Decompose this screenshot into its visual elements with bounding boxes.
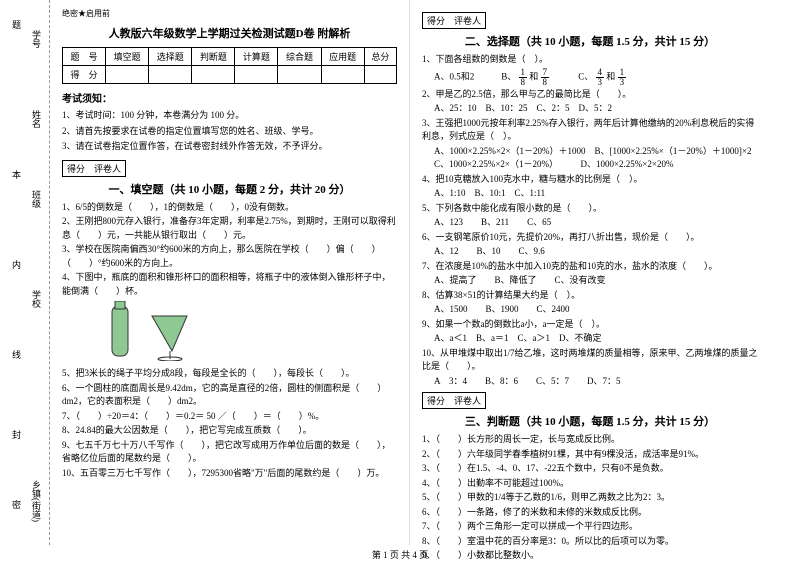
binding-margin: 学号 姓名 班级 学校 乡镇(街道) 题 本 内 线 封 密 — [0, 0, 50, 545]
fraction: 78 — [541, 68, 550, 87]
q: 4、把10克糖放入100克水中，糖与糖水的比例是（ ）。 — [422, 173, 758, 187]
q: 8、估算38×51的计算结果大约是（ ）。 — [422, 289, 758, 303]
binding-mark: 内 — [10, 260, 23, 269]
binding-mark: 封 — [10, 430, 23, 439]
q: 4、下图中，瓶底的面积和锥形杯口的面积相等，将瓶子中的液体倒入锥形杯子中，能倒满… — [62, 271, 397, 298]
opt-c: C、 — [551, 71, 593, 81]
score-table: 题 号 填空题 选择题 判断题 计算题 综合题 应用题 总分 得 分 — [62, 47, 397, 84]
confidential-mark: 绝密★启用前 — [62, 8, 397, 19]
opts: A、123 B、211 C、65 — [422, 216, 758, 230]
section1-title: 一、填空题（共 10 小题，每题 2 分，共计 20 分） — [62, 181, 397, 197]
binding-label: 乡镇(街道) — [30, 480, 43, 522]
th: 应用题 — [321, 48, 364, 66]
q: 9、七五千万七十万八千写作（ ），把它改写成用万作单位后面的数是（ ），省略亿位… — [62, 439, 397, 466]
q: 5、把3米长的绳子平均分成8段，每段是全长的（ ），每段长（ ）。 — [62, 367, 397, 381]
opts: A、提高了 B、降低了 C、没有改变 — [422, 274, 758, 288]
score-cell[interactable] — [278, 66, 321, 84]
score-cell[interactable] — [192, 66, 235, 84]
fraction: 18 — [519, 68, 528, 87]
q: 9、如果一个数a的倒数比a小，a一定是（ ）。 — [422, 318, 758, 332]
th: 填空题 — [106, 48, 149, 66]
th: 总分 — [364, 48, 396, 66]
q: 1、（ ）长方形的周长一定，长与宽成反比例。 — [422, 433, 758, 447]
q: 3、王强把1000元按年利率2.25%存入银行，两年后计算他缴纳的20%利息税后… — [422, 117, 758, 144]
score-cell[interactable] — [235, 66, 278, 84]
q: 10、五百零三万七千写作（ ），7295300省略"万"后面的尾数约是（ ）万。 — [62, 467, 397, 481]
binding-label: 学号 — [30, 30, 43, 48]
notice-item: 2、请首先按要求在试卷的指定位置填写您的姓名、班级、学号。 — [62, 125, 397, 138]
binding-label: 姓名 — [30, 110, 43, 128]
page-footer: 第 1 页 共 4 页 — [0, 548, 800, 561]
opts: A、25：10 B、10：25 C、2：5 D、5：2 — [422, 102, 758, 116]
bottle-icon — [92, 301, 202, 361]
opts: A、12 B、10 C、9.6 — [422, 245, 758, 259]
opts: A、1500 B、1900 C、2400 — [422, 303, 758, 317]
opts: A、1000×2.25%×2×（1－20%）＋1000 B、[1000×2.25… — [422, 145, 758, 172]
notice-item: 3、请在试卷指定位置作答，在试卷密封线外作答无效，不予评分。 — [62, 140, 397, 153]
q: 6、一个圆柱的底面周长是9.42dm，它的高是直径的2倍，圆柱的侧面积是（ ）d… — [62, 382, 397, 409]
q: 4、（ ）出勤率不可能超过100%。 — [422, 477, 758, 491]
th: 选择题 — [149, 48, 192, 66]
section-score-bar: 得分 评卷人 — [422, 392, 486, 409]
th: 判断题 — [192, 48, 235, 66]
q: 10、从甲堆煤中取出1/7给乙堆，这时两堆煤的质量相等，原来甲、乙两堆煤的质量之… — [422, 347, 758, 374]
binding-label: 班级 — [30, 190, 43, 208]
q: 3、学校在医院南偏西30°约600米的方向上，那么医院在学校（ ）偏（ ）（ ）… — [62, 243, 397, 270]
fraction: 43 — [596, 68, 605, 87]
q: 8、（ ）室温中花的百分率是3：0。所以比的后项可以为零。 — [422, 535, 758, 549]
th: 计算题 — [235, 48, 278, 66]
q: 6、一支钢笔原价10元，先提价20%，再打八折出售，现价是（ ）。 — [422, 231, 758, 245]
binding-mark: 密 — [10, 500, 23, 509]
binding-mark: 本 — [10, 170, 23, 179]
opts: A 3：4 B、8：6 C、5：7 D、7：5 — [422, 375, 758, 389]
q: 1、下面各组数的倒数是（ ）。 — [422, 53, 758, 67]
q: 7、（ ）两个三角形一定可以拼成一个平行四边形。 — [422, 520, 758, 534]
section-score-bar: 得分 评卷人 — [422, 12, 486, 29]
q: 7、（ ）÷20＝4：（ ）＝0.2＝ 50 ／（ ）＝（ ）%。 — [62, 410, 397, 424]
q: 5、下列各数中能化成有限小数的是（ ）。 — [422, 202, 758, 216]
section-score-bar: 得分 评卷人 — [62, 160, 126, 177]
notice-title: 考试须知： — [62, 90, 397, 105]
score-cell[interactable] — [364, 66, 396, 84]
opts: A、a＜1 B、a＝1 C、a＞1 D、不确定 — [422, 332, 758, 346]
th: 题 号 — [63, 48, 106, 66]
td: 得 分 — [63, 66, 106, 84]
right-column: 得分 评卷人 二、选择题（共 10 小题，每题 1.5 分，共计 15 分） 1… — [410, 0, 770, 545]
opts: A、1:10 B、10:1 C、1:11 — [422, 187, 758, 201]
fraction: 13 — [618, 68, 627, 87]
q: 2、甲是乙的2.5倍，那么甲与乙的最简比是（ ）。 — [422, 88, 758, 102]
binding-label: 学校 — [30, 290, 43, 308]
q: 3、（ ）在1.5、-4、0、17、-22五个数中，只有0不是负数。 — [422, 462, 758, 476]
q: 7、在浓度是10%的盐水中加入10克的盐和10克的水，盐水的浓度（ ）。 — [422, 260, 758, 274]
score-cell[interactable] — [149, 66, 192, 84]
score-cell[interactable] — [106, 66, 149, 84]
q: 2、王刚把800元存入银行，准备存3年定期，利率是2.75%，到期时，王刚可以取… — [62, 215, 397, 242]
bottle-figure — [62, 301, 397, 364]
left-column: 绝密★启用前 人教版六年级数学上学期过关检测试题D卷 附解析 题 号 填空题 选… — [50, 0, 410, 545]
opts: A、0.5和2 B、 18 和 78 C、 43 和 13 — [422, 68, 758, 87]
q: 6、（ ）一条路，修了的米数和未修的米数成反比例。 — [422, 506, 758, 520]
score-cell[interactable] — [321, 66, 364, 84]
section3-title: 三、判断题（共 10 小题，每题 1.5 分，共计 15 分） — [422, 413, 758, 429]
exam-title: 人教版六年级数学上学期过关检测试题D卷 附解析 — [62, 25, 397, 41]
notice-item: 1、考试时间：100 分钟，本卷满分为 100 分。 — [62, 109, 397, 122]
section2-title: 二、选择题（共 10 小题，每题 1.5 分，共计 15 分） — [422, 33, 758, 49]
th: 综合题 — [278, 48, 321, 66]
q: 8、24.84的最大公因数是（ ），把它写完成互质数（ ）。 — [62, 424, 397, 438]
binding-mark: 线 — [10, 350, 23, 359]
binding-mark: 题 — [10, 20, 23, 29]
q: 5、（ ）甲数的1/4等于乙数的1/6，则甲乙两数之比为2：3。 — [422, 491, 758, 505]
q: 2、（ ）六年级同学春季植树91棵，其中有9棵没活，成活率是91%。 — [422, 448, 758, 462]
opt-a: A、0.5和2 B、 — [434, 71, 516, 81]
q: 1、6/5的倒数是（ ），1的倒数是（ ），0没有倒数。 — [62, 201, 397, 215]
